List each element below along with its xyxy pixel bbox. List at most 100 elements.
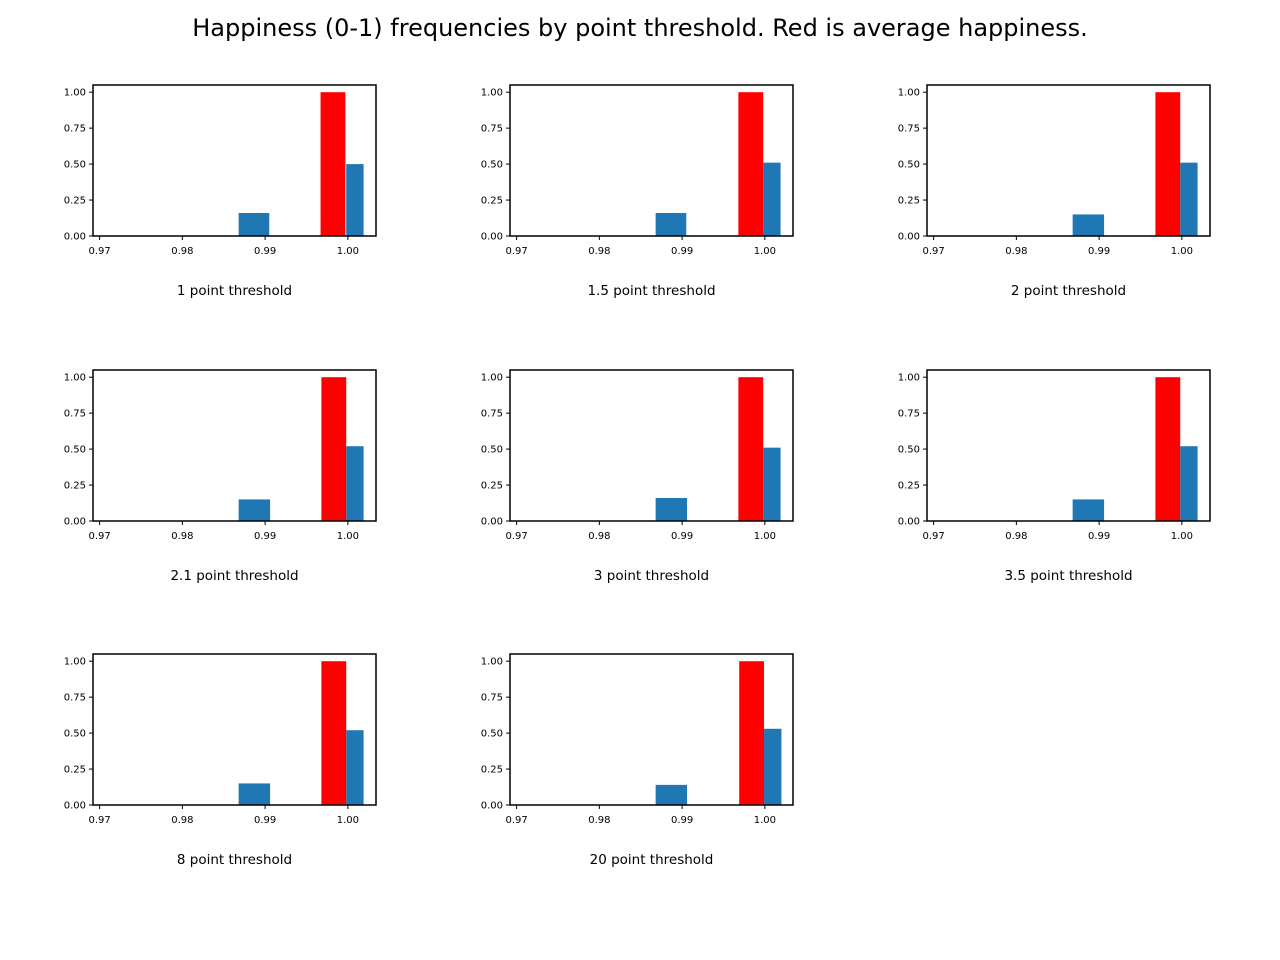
y-tick-label: 0.50 — [64, 729, 86, 740]
frequency-bar — [238, 212, 270, 236]
average-happiness-bar — [321, 377, 347, 521]
frequency-bar — [1072, 214, 1105, 236]
x-tick-label: 0.97 — [922, 531, 944, 542]
frequency-bar — [346, 446, 364, 521]
y-tick-label: 0.25 — [481, 765, 503, 776]
y-tick-label: 0.25 — [898, 481, 920, 492]
x-tick-label: 0.99 — [1088, 531, 1110, 542]
subplot-7: 0.00 0.25 0.50 0.75 1.00 0.97 0.98 0.99 1.00 8 po… — [64, 653, 377, 868]
y-tick-label: 0.50 — [481, 160, 503, 171]
x-tick-label: 1.00 — [337, 246, 359, 257]
x-tick-label: 0.98 — [1005, 246, 1027, 257]
frequency-bar — [763, 162, 781, 236]
y-tick-label: 0.75 — [898, 124, 920, 135]
axes-frame — [92, 369, 377, 522]
axes-frame — [926, 369, 1211, 522]
subplot-5: 0.00 0.25 0.50 0.75 1.00 0.97 0.98 0.99 1.00 3 po… — [481, 369, 794, 584]
x-tick-label: 0.98 — [588, 246, 610, 257]
average-happiness-bar — [738, 377, 764, 521]
y-tick-label: 0.00 — [481, 801, 503, 812]
y-tick-label: 0.00 — [898, 517, 920, 528]
y-tick-label: 0.25 — [481, 196, 503, 207]
y-tick-label: 1.00 — [481, 373, 503, 384]
y-tick-label: 1.00 — [481, 657, 503, 668]
axes-frame — [92, 653, 377, 806]
x-axis-label: 1.5 point threshold — [587, 283, 715, 299]
x-axis-label: 3.5 point threshold — [1004, 568, 1132, 584]
y-tick-label: 0.00 — [481, 517, 503, 528]
frequency-bar — [346, 164, 364, 236]
x-tick-label: 0.99 — [671, 246, 693, 257]
x-tick-label: 0.99 — [1088, 246, 1110, 257]
x-axis-label: 3 point threshold — [594, 568, 709, 584]
x-tick-label: 1.00 — [337, 531, 359, 542]
frequency-bar — [764, 728, 782, 805]
frequency-bar — [238, 499, 271, 521]
x-tick-label: 0.97 — [505, 815, 527, 826]
y-tick-label: 0.50 — [898, 160, 920, 171]
x-tick-label: 0.98 — [171, 531, 193, 542]
x-tick-label: 1.00 — [1171, 246, 1193, 257]
x-axis-label: 2.1 point threshold — [170, 568, 298, 584]
y-tick-label: 0.75 — [64, 124, 86, 135]
average-happiness-bar — [1155, 92, 1181, 236]
frequency-bar — [1180, 162, 1198, 236]
frequency-bar — [655, 212, 687, 236]
subplot-8: 0.00 0.25 0.50 0.75 1.00 0.97 0.98 0.99 1.00 20 p… — [481, 653, 794, 868]
x-tick-label: 0.98 — [171, 815, 193, 826]
x-tick-label: 1.00 — [754, 246, 776, 257]
y-tick-label: 1.00 — [64, 373, 86, 384]
x-tick-label: 0.99 — [671, 815, 693, 826]
x-tick-label: 0.99 — [254, 246, 276, 257]
x-tick-label: 1.00 — [1171, 531, 1193, 542]
x-tick-label: 0.98 — [588, 531, 610, 542]
y-tick-label: 0.25 — [64, 196, 86, 207]
frequency-bar — [1180, 446, 1198, 521]
y-tick-label: 1.00 — [481, 88, 503, 99]
frequency-bar — [346, 730, 364, 805]
y-tick-label: 0.00 — [64, 801, 86, 812]
axes-frame — [509, 653, 794, 806]
y-tick-label: 1.00 — [64, 657, 86, 668]
y-tick-label: 0.50 — [481, 445, 503, 456]
axes-frame — [509, 84, 794, 237]
y-tick-label: 0.75 — [898, 409, 920, 420]
average-happiness-bar — [739, 661, 765, 805]
x-tick-label: 0.99 — [254, 815, 276, 826]
y-tick-label: 0.50 — [64, 160, 86, 171]
y-tick-label: 0.75 — [481, 409, 503, 420]
axes-frame — [92, 84, 377, 237]
y-tick-label: 0.75 — [64, 693, 86, 704]
x-tick-label: 1.00 — [337, 815, 359, 826]
average-happiness-bar — [321, 661, 347, 805]
axes-frame — [509, 369, 794, 522]
subplot-3: 0.00 0.25 0.50 0.75 1.00 0.97 0.98 0.99 1.00 2 po… — [898, 84, 1211, 299]
average-happiness-bar — [320, 92, 346, 236]
average-happiness-bar — [1155, 377, 1181, 521]
y-tick-label: 0.25 — [64, 481, 86, 492]
x-tick-label: 0.97 — [505, 246, 527, 257]
y-tick-label: 0.00 — [64, 232, 86, 243]
y-tick-label: 1.00 — [898, 88, 920, 99]
y-tick-label: 0.75 — [481, 693, 503, 704]
frequency-bar — [1072, 499, 1105, 521]
x-tick-label: 1.00 — [754, 815, 776, 826]
y-tick-label: 0.25 — [64, 765, 86, 776]
x-tick-label: 0.97 — [922, 246, 944, 257]
y-tick-label: 0.25 — [898, 196, 920, 207]
subplot-6: 0.00 0.25 0.50 0.75 1.00 0.97 0.98 0.99 1.00 3.5 … — [898, 369, 1211, 584]
y-tick-label: 0.75 — [64, 409, 86, 420]
x-tick-label: 0.97 — [88, 246, 110, 257]
y-tick-label: 0.75 — [481, 124, 503, 135]
y-tick-label: 0.50 — [481, 729, 503, 740]
average-happiness-bar — [738, 92, 764, 236]
frequency-bar — [238, 783, 271, 805]
x-tick-label: 0.98 — [171, 246, 193, 257]
x-tick-label: 0.98 — [1005, 531, 1027, 542]
x-axis-label: 2 point threshold — [1011, 283, 1126, 299]
x-tick-label: 0.98 — [588, 815, 610, 826]
x-axis-label: 1 point threshold — [177, 283, 292, 299]
y-tick-label: 0.00 — [64, 517, 86, 528]
y-tick-label: 1.00 — [898, 373, 920, 384]
